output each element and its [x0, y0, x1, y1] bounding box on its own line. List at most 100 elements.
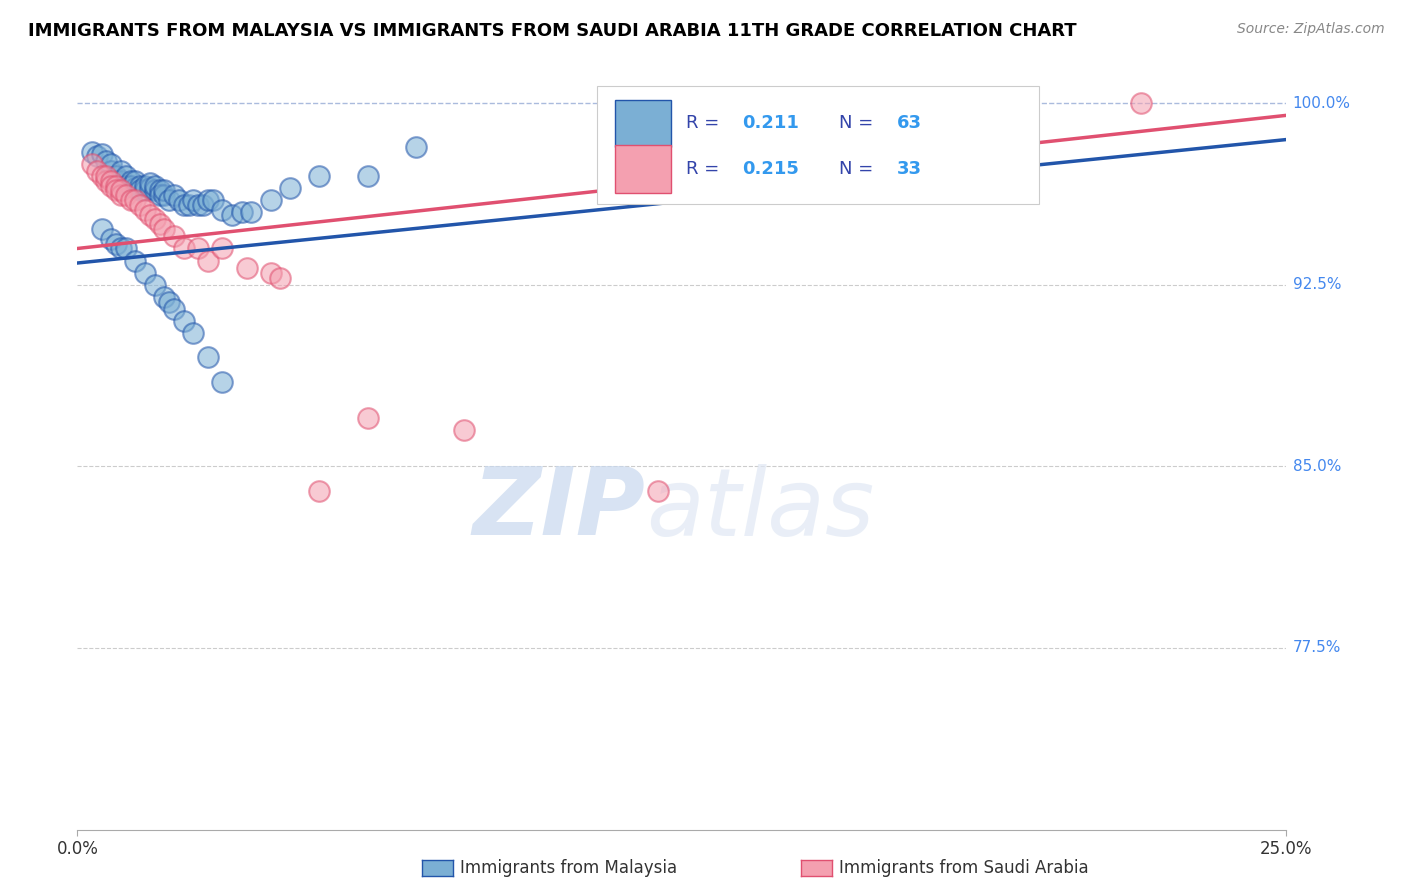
Point — [110, 174, 132, 188]
Point — [134, 202, 156, 217]
Point — [114, 242, 136, 256]
Point — [80, 157, 103, 171]
Point — [231, 205, 253, 219]
Point — [148, 188, 170, 202]
Point — [143, 183, 166, 197]
Point — [105, 183, 128, 197]
Point — [110, 164, 132, 178]
Text: N =: N = — [839, 160, 879, 178]
Point — [148, 217, 170, 231]
Point — [201, 193, 224, 207]
Point — [647, 483, 669, 498]
Point — [86, 164, 108, 178]
Point — [173, 314, 195, 328]
Point — [153, 222, 176, 236]
Point — [308, 169, 330, 183]
Point — [148, 183, 170, 197]
Point — [134, 266, 156, 280]
Point — [139, 181, 162, 195]
Point — [134, 178, 156, 193]
Point — [221, 208, 243, 222]
Point — [240, 205, 263, 219]
Point — [120, 193, 142, 207]
Point — [235, 260, 257, 275]
Text: 92.5%: 92.5% — [1292, 277, 1341, 293]
Point — [143, 277, 166, 292]
Point — [211, 202, 233, 217]
Point — [405, 140, 427, 154]
Point — [308, 483, 330, 498]
FancyBboxPatch shape — [616, 100, 671, 147]
Point — [278, 181, 301, 195]
Point — [129, 198, 152, 212]
Point — [80, 145, 103, 159]
Point — [124, 253, 146, 268]
Point — [173, 242, 195, 256]
Point — [120, 178, 142, 193]
Point — [157, 193, 180, 207]
Text: 77.5%: 77.5% — [1292, 640, 1341, 656]
Point — [105, 169, 128, 183]
Point — [134, 183, 156, 197]
Text: 100.0%: 100.0% — [1292, 95, 1351, 111]
Point — [163, 301, 186, 316]
Point — [100, 164, 122, 178]
Point — [143, 212, 166, 227]
Point — [356, 169, 378, 183]
Point — [110, 188, 132, 202]
Point — [153, 188, 176, 202]
Point — [129, 183, 152, 197]
Text: 0.211: 0.211 — [742, 114, 799, 132]
Point — [260, 266, 283, 280]
Point — [163, 188, 186, 202]
Point — [96, 174, 118, 188]
Point — [124, 193, 146, 207]
Point — [100, 174, 122, 188]
Point — [90, 169, 112, 183]
Text: ZIP: ZIP — [472, 463, 645, 555]
Text: Immigrants from Saudi Arabia: Immigrants from Saudi Arabia — [839, 859, 1090, 877]
Point — [96, 169, 118, 183]
Point — [110, 242, 132, 256]
Point — [269, 270, 291, 285]
Point — [96, 154, 118, 169]
Text: 33: 33 — [897, 160, 922, 178]
FancyBboxPatch shape — [616, 145, 671, 193]
Text: Source: ZipAtlas.com: Source: ZipAtlas.com — [1237, 22, 1385, 37]
Point — [114, 178, 136, 193]
Point — [1130, 96, 1153, 111]
Point — [183, 193, 205, 207]
Text: 85.0%: 85.0% — [1292, 458, 1341, 474]
Text: N =: N = — [839, 114, 879, 132]
Point — [120, 174, 142, 188]
Point — [197, 193, 219, 207]
Point — [187, 198, 209, 212]
Point — [153, 183, 176, 197]
Point — [197, 351, 219, 365]
Point — [153, 290, 176, 304]
Point — [114, 188, 136, 202]
Point — [187, 242, 209, 256]
Point — [86, 149, 108, 163]
Point — [90, 222, 112, 236]
Point — [183, 326, 205, 341]
Text: R =: R = — [686, 160, 724, 178]
Point — [114, 169, 136, 183]
Point — [453, 423, 475, 437]
Point — [260, 193, 283, 207]
Point — [124, 174, 146, 188]
Point — [124, 181, 146, 195]
Point — [105, 174, 128, 188]
Point — [191, 198, 214, 212]
FancyBboxPatch shape — [598, 86, 1039, 204]
Point — [90, 147, 112, 161]
Text: atlas: atlas — [645, 464, 875, 555]
Point — [157, 294, 180, 309]
Point — [100, 232, 122, 246]
Text: Immigrants from Malaysia: Immigrants from Malaysia — [460, 859, 676, 877]
Point — [197, 253, 219, 268]
Point — [110, 183, 132, 197]
Point — [100, 178, 122, 193]
Point — [177, 198, 200, 212]
Point — [100, 157, 122, 171]
